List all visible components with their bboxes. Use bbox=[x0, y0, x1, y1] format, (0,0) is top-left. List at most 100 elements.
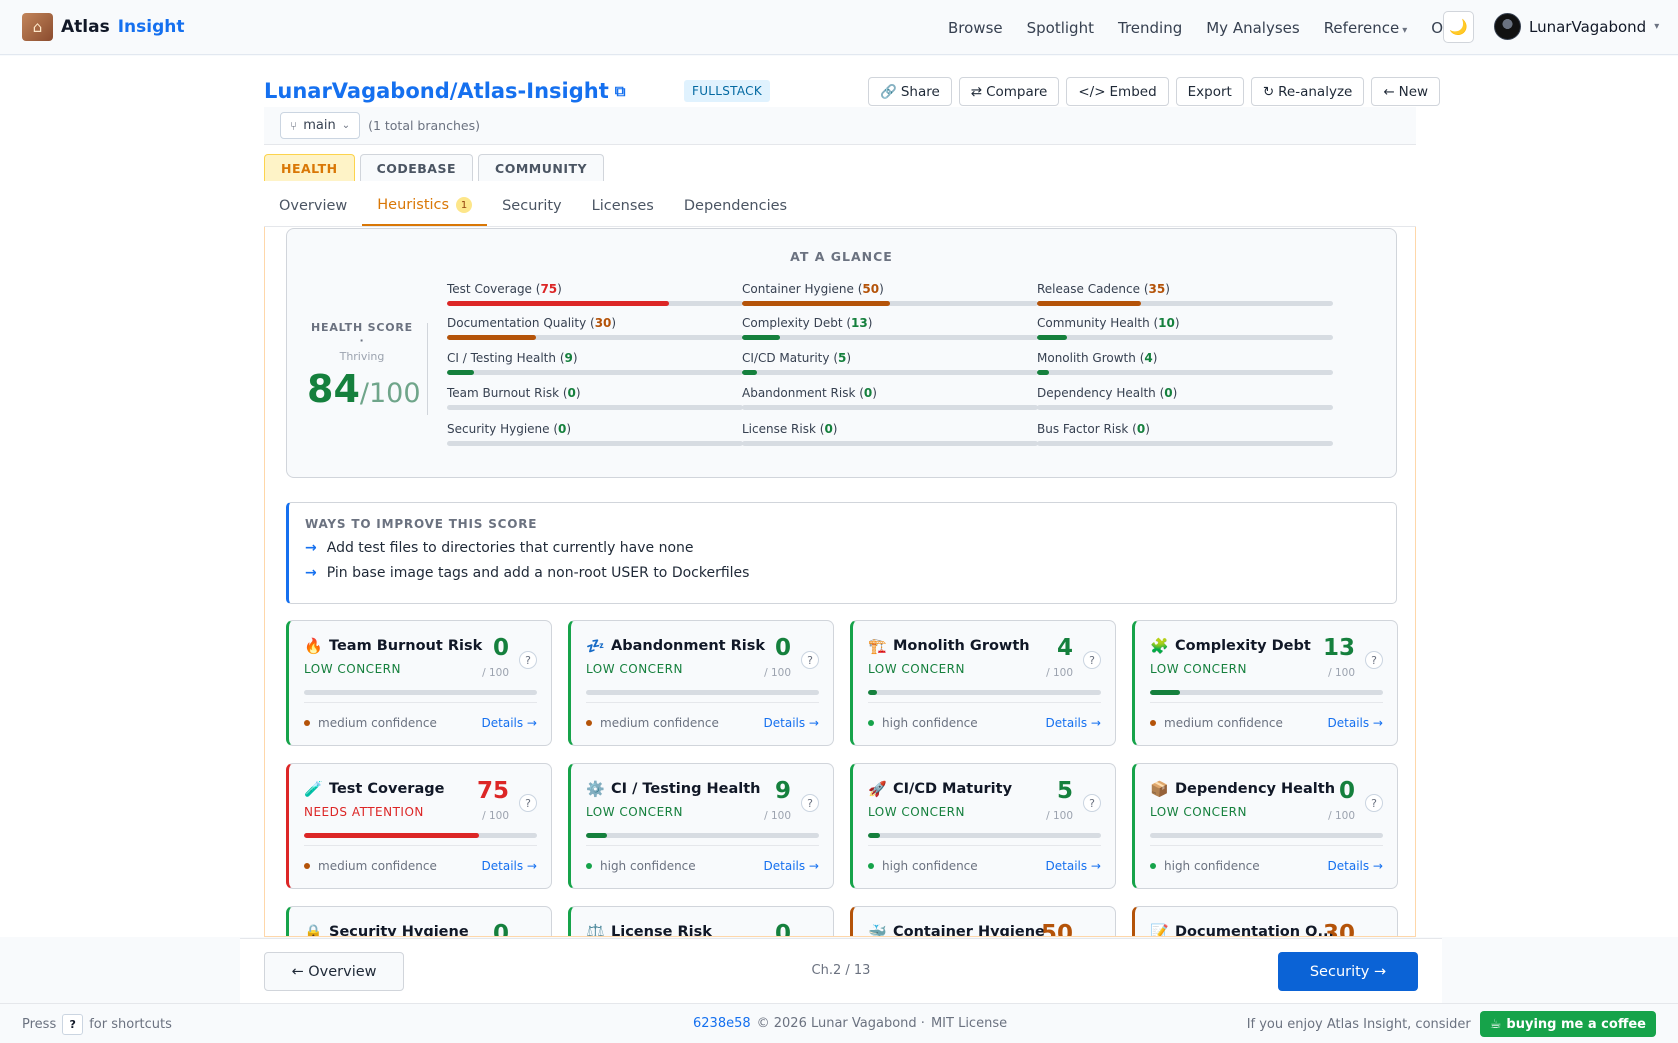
nav-my-analyses[interactable]: My Analyses bbox=[1206, 18, 1300, 37]
card-title-text: CI / Testing Health bbox=[611, 781, 761, 797]
details-link[interactable]: Details → bbox=[481, 859, 537, 873]
tab-overview[interactable]: Overview bbox=[264, 186, 362, 226]
license-link[interactable]: MIT License bbox=[930, 1016, 1008, 1031]
card-confidence: high confidence bbox=[1150, 859, 1260, 873]
heuristic-card[interactable]: 💤 Abandonment Risk LOW CONCERN 0 / 100? mediu… bbox=[568, 620, 834, 746]
card-title-text: Complexity Debt bbox=[1175, 638, 1311, 654]
details-link[interactable]: Details → bbox=[763, 859, 819, 873]
metric-name: License Risk bbox=[742, 422, 816, 436]
card-score: 4 bbox=[1056, 635, 1073, 661]
external-link-icon: ⧉ bbox=[614, 82, 626, 100]
shortcut-key[interactable]: ? bbox=[62, 1014, 84, 1035]
metric-value: 0 bbox=[863, 386, 873, 400]
metric-label: Team Burnout Risk (0) bbox=[447, 386, 581, 400]
card-status: LOW CONCERN bbox=[586, 662, 683, 676]
tab-codebase[interactable]: CODEBASE bbox=[359, 154, 474, 181]
compare-button[interactable]: ⇄ Compare bbox=[958, 77, 1060, 106]
re-analyze-button[interactable]: ↻ Re-analyze bbox=[1250, 77, 1365, 106]
card-bar-fill bbox=[868, 690, 878, 695]
share-button[interactable]: 🔗 Share bbox=[868, 77, 952, 106]
branch-count-note: (1 total branches) bbox=[368, 118, 480, 133]
heuristic-card[interactable]: 🧪 Test Coverage NEEDS ATTENTION 75 / 100? med… bbox=[286, 763, 552, 889]
brand-accent: Insight bbox=[117, 17, 185, 37]
details-link[interactable]: Details → bbox=[763, 716, 819, 730]
brand[interactable]: ⌂ Atlas Insight bbox=[22, 13, 184, 41]
tab-community[interactable]: COMMUNITY bbox=[478, 154, 605, 181]
next-chapter-button[interactable]: Security → bbox=[1278, 952, 1418, 991]
shortcuts-text: for shortcuts bbox=[89, 1017, 172, 1032]
heuristic-card[interactable]: 🔥 Team Burnout Risk LOW CONCERN 0 / 100? medi… bbox=[286, 620, 552, 746]
tab-heuristics[interactable]: Heuristics 1 bbox=[362, 186, 488, 226]
card-score: 13 bbox=[1322, 635, 1355, 661]
tab-health[interactable]: HEALTH bbox=[264, 154, 355, 181]
branch-bar: ⑂ main ⌄ (1 total branches) bbox=[264, 107, 1416, 145]
nav-browse[interactable]: Browse bbox=[948, 18, 1003, 37]
help-icon[interactable]: ? bbox=[519, 794, 537, 812]
commit-hash-link[interactable]: 6238e58 bbox=[693, 1016, 751, 1031]
metric-value: 4 bbox=[1144, 351, 1153, 365]
help-icon[interactable]: ? bbox=[1083, 651, 1101, 669]
card-confidence: high confidence bbox=[868, 716, 978, 730]
confidence-dot-icon bbox=[304, 720, 310, 726]
chevron-down-icon: ⌄ bbox=[341, 120, 351, 131]
whale-icon: 🐳 bbox=[868, 923, 887, 937]
prev-chapter-button[interactable]: ← Overview bbox=[264, 952, 404, 991]
metric-value: 10 bbox=[1158, 316, 1175, 330]
tab-label: Licenses bbox=[591, 198, 654, 214]
divider bbox=[868, 702, 1101, 703]
help-icon[interactable]: ? bbox=[1083, 794, 1101, 812]
card-title: 💤 Abandonment Risk bbox=[586, 637, 765, 655]
branch-select[interactable]: ⑂ main ⌄ bbox=[280, 112, 361, 139]
heuristic-card[interactable]: 🚀 CI/CD Maturity LOW CONCERN 5 / 100? high co… bbox=[850, 763, 1116, 889]
nav-trending[interactable]: Trending bbox=[1117, 18, 1183, 37]
metric-dependency-health: Dependency Health (0) bbox=[1037, 386, 1333, 410]
details-link[interactable]: Details → bbox=[1045, 859, 1101, 873]
heuristic-card[interactable]: ⚙️ CI / Testing Health LOW CONCERN 9 / 100? h… bbox=[568, 763, 834, 889]
help-icon[interactable]: ? bbox=[801, 651, 819, 669]
metric-license-risk: License Risk (0) bbox=[742, 422, 1038, 446]
embed-button[interactable]: </> Embed bbox=[1066, 77, 1169, 106]
tab-dependencies[interactable]: Dependencies bbox=[669, 186, 802, 226]
tab-security[interactable]: Security bbox=[487, 186, 577, 226]
metric-value: 35 bbox=[1148, 282, 1166, 296]
heuristic-card[interactable]: 🧩 Complexity Debt LOW CONCERN 13 / 100? mediu… bbox=[1132, 620, 1398, 746]
card-title-text: Team Burnout Risk bbox=[329, 638, 483, 654]
details-link[interactable]: Details → bbox=[1045, 716, 1101, 730]
coffee-button[interactable]: ☕ buying me a coffee bbox=[1479, 1011, 1656, 1037]
metric-value: 13 bbox=[851, 316, 868, 330]
user-menu[interactable]: LunarVagabond ▾ bbox=[1494, 13, 1659, 40]
repo-title-link[interactable]: LunarVagabond/Atlas-Insight ⧉ bbox=[264, 79, 625, 103]
help-icon[interactable]: ? bbox=[519, 651, 537, 669]
card-title-text: Dependency Health bbox=[1175, 781, 1336, 797]
card-confidence: medium confidence bbox=[1150, 716, 1283, 730]
metric-bar-fill bbox=[447, 335, 536, 340]
card-score: 0 bbox=[492, 635, 509, 661]
nav-spotlight[interactable]: Spotlight bbox=[1026, 18, 1094, 37]
memo-icon: 📝 bbox=[1150, 923, 1169, 937]
help-icon[interactable]: ? bbox=[1365, 794, 1383, 812]
nav-reference[interactable]: Reference ▾ bbox=[1324, 19, 1408, 37]
card-title: 🔒 Security Hygiene bbox=[304, 923, 469, 936]
coffee-label: buying me a coffee bbox=[1506, 1016, 1646, 1032]
rocket-icon: 🚀 bbox=[868, 780, 887, 798]
repo-title: LunarVagabond/Atlas-Insight bbox=[264, 79, 609, 103]
tab-licenses[interactable]: Licenses bbox=[577, 186, 669, 226]
details-link[interactable]: Details → bbox=[481, 716, 537, 730]
theme-toggle-button[interactable]: 🌙 bbox=[1443, 11, 1474, 43]
brand-name: Atlas bbox=[61, 17, 110, 37]
details-link[interactable]: Details → bbox=[1327, 716, 1383, 730]
heuristic-card[interactable]: 📦 Dependency Health LOW CONCERN 0 / 100? high… bbox=[1132, 763, 1398, 889]
help-icon[interactable]: ? bbox=[1365, 651, 1383, 669]
details-link[interactable]: Details → bbox=[1327, 859, 1383, 873]
metric-name: Community Health bbox=[1037, 316, 1150, 330]
new-button[interactable]: ← New bbox=[1371, 77, 1441, 106]
help-icon[interactable]: ? bbox=[801, 794, 819, 812]
card-confidence: high confidence bbox=[586, 859, 696, 873]
export-button[interactable]: Export bbox=[1175, 77, 1244, 106]
card-confidence: high confidence bbox=[868, 859, 978, 873]
heuristic-card[interactable]: 🏗️ Monolith Growth LOW CONCERN 4 / 100? high … bbox=[850, 620, 1116, 746]
heuristic-card[interactable]: 📝Documentation Q...30? bbox=[1132, 906, 1398, 937]
